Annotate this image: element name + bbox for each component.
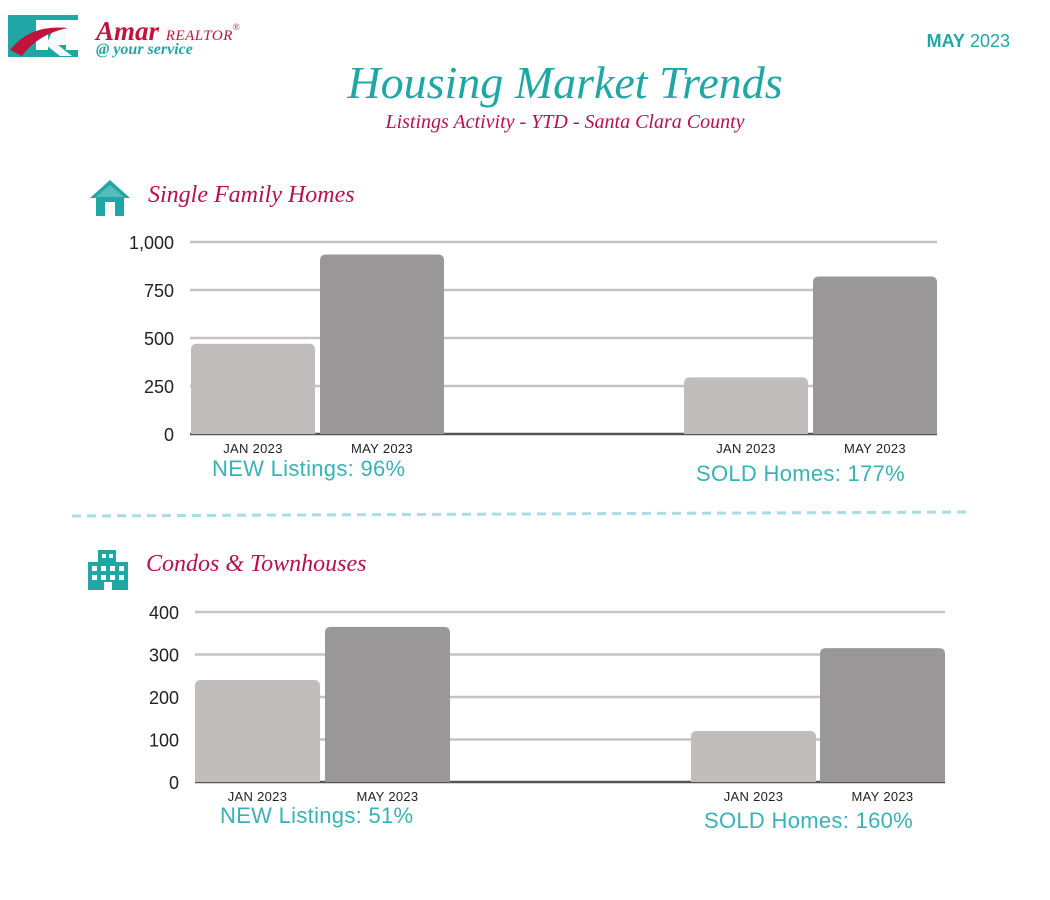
stat-sold-homes-single-family: SOLD Homes: 177%	[696, 461, 905, 486]
section-title-single-family: Single Family Homes	[148, 182, 355, 208]
page-subtitle: Listings Activity - YTD - Santa Clara Co…	[385, 111, 745, 133]
x-tick-label: JAN 2023	[716, 441, 776, 456]
bar-sold-homes-may-2023	[813, 276, 937, 434]
bar-new-listings-may-2023	[320, 254, 444, 434]
y-tick-label: 200	[149, 688, 179, 708]
brand-realtor: REALTOR	[165, 28, 233, 44]
brand-tagline: @ your service	[96, 41, 193, 58]
house-icon	[90, 180, 130, 216]
chart-condos-townhouses: 0 100 200 300 400 JAN 2023 MAY 2023 JAN 2023 MAY…	[149, 603, 945, 804]
brand-logo: Amar REALTOR® @ your service	[8, 12, 268, 62]
report-date: MAY 2023	[927, 31, 1010, 52]
x-tick-label: MAY 2023	[844, 441, 906, 456]
report-year: 2023	[969, 31, 1010, 51]
y-tick-label: 250	[144, 377, 174, 397]
x-tick-label: MAY 2023	[351, 441, 413, 456]
y-tick-label: 0	[169, 773, 179, 793]
bar-sold-homes-may-2023	[820, 648, 945, 782]
y-tick-label: 100	[149, 731, 179, 751]
section-divider	[71, 510, 969, 518]
y-tick-label: 750	[144, 281, 174, 301]
y-tick-label: 500	[144, 329, 174, 349]
x-tick-label: JAN 2023	[228, 789, 288, 804]
y-tick-label: 400	[149, 603, 179, 623]
bar-new-listings-jan-2023	[195, 680, 320, 782]
bar-sold-homes-jan-2023	[684, 377, 808, 434]
bar-new-listings-jan-2023	[191, 343, 315, 434]
brand-name: Amar REALTOR®	[96, 16, 240, 46]
x-tick-label: JAN 2023	[223, 441, 283, 456]
section-title-condos: Condos & Townhouses	[146, 551, 367, 577]
y-tick-label: 300	[149, 646, 179, 666]
x-tick-label: MAY 2023	[357, 789, 419, 804]
y-tick-label: 0	[164, 425, 174, 445]
stat-sold-homes-condos: SOLD Homes: 160%	[704, 808, 913, 833]
building-icon	[88, 550, 128, 590]
y-tick-label: 1,000	[129, 233, 174, 253]
stat-new-listings-condos: NEW Listings: 51%	[220, 803, 414, 828]
report-month: MAY	[926, 31, 965, 51]
bar-new-listings-may-2023	[325, 626, 450, 782]
brand-registered: ®	[232, 22, 240, 32]
logo-mark-icon	[8, 15, 78, 57]
page-title: Housing Market Trends	[347, 57, 783, 108]
stat-new-listings-single-family: NEW Listings: 96%	[212, 456, 406, 481]
chart-single-family: 0 250 500 750 1,000 JAN 2023 MAY 2023 JAN 2023 M…	[129, 233, 937, 456]
bar-sold-homes-jan-2023	[691, 731, 816, 782]
x-tick-label: MAY 2023	[852, 789, 914, 804]
x-tick-label: JAN 2023	[724, 789, 784, 804]
